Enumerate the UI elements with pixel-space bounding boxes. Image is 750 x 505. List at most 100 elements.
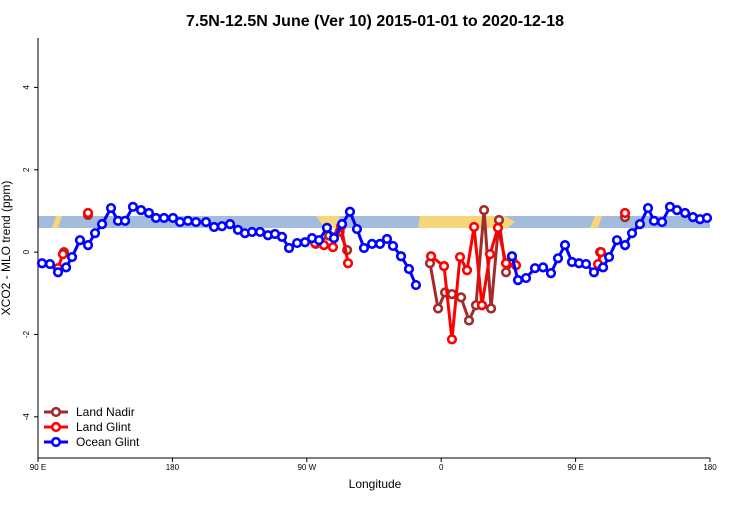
- legend-marker: [50, 421, 62, 433]
- legend-marker: [50, 406, 62, 418]
- data-point: [381, 233, 393, 245]
- data-point: [127, 201, 139, 212]
- data-point: [634, 219, 646, 230]
- data-point: [597, 262, 609, 273]
- legend-label: Ocean Glint: [76, 435, 140, 449]
- land-patch: [52, 216, 62, 228]
- data-point: [537, 262, 549, 273]
- data-point: [321, 222, 333, 233]
- data-point: [276, 231, 288, 242]
- x-tick-label: 180: [166, 463, 180, 472]
- data-point: [52, 267, 64, 278]
- data-point: [648, 215, 660, 226]
- data-point: [432, 303, 444, 314]
- data-point: [82, 240, 94, 251]
- data-point: [545, 268, 557, 279]
- data-point: [105, 202, 117, 214]
- data-point: [167, 212, 179, 224]
- data-point: [468, 221, 480, 233]
- x-tick-label: 90 E: [567, 463, 583, 472]
- data-point: [143, 207, 155, 219]
- data-point: [679, 207, 691, 219]
- data-point: [455, 292, 467, 303]
- data-point: [484, 249, 496, 260]
- legend-label: Land Nadir: [76, 405, 135, 419]
- y-tick-label: 0: [22, 249, 31, 254]
- data-point: [580, 258, 592, 270]
- data-point: [60, 262, 72, 273]
- data-point: [57, 249, 69, 260]
- data-point: [671, 205, 683, 216]
- data-point: [254, 226, 266, 238]
- data-point: [174, 216, 186, 228]
- y-tick-label: 2: [22, 167, 31, 172]
- data-point: [158, 212, 170, 224]
- land-ocean-band: [38, 216, 710, 228]
- data-point: [619, 240, 631, 251]
- data-point: [642, 202, 654, 214]
- x-axis-label: Longitude: [349, 477, 402, 491]
- y-tick-label: -2: [22, 330, 31, 338]
- ocean-band: [38, 216, 710, 228]
- chart-title: 7.5N-12.5N June (Ver 10) 2015-01-01 to 2…: [186, 13, 564, 30]
- data-point: [500, 267, 512, 278]
- data-point: [619, 207, 631, 219]
- data-point: [701, 212, 713, 224]
- data-point: [119, 215, 131, 226]
- data-point: [529, 263, 541, 274]
- data-point: [224, 219, 236, 230]
- data-point: [463, 315, 475, 326]
- y-tick-label: 4: [22, 85, 31, 90]
- data-point: [500, 258, 512, 269]
- data-point: [44, 258, 56, 270]
- y-tick-label: -4: [22, 413, 31, 421]
- data-point: [626, 228, 638, 239]
- data-point: [611, 235, 623, 246]
- data-point: [74, 235, 86, 246]
- data-point: [387, 240, 399, 252]
- data-point: [656, 216, 668, 228]
- data-point: [438, 261, 450, 272]
- data-point: [328, 233, 340, 244]
- data-point: [66, 251, 78, 263]
- data-point: [461, 265, 473, 276]
- x-tick-label: 180: [703, 463, 717, 472]
- data-point: [182, 215, 194, 226]
- data-point: [588, 267, 600, 278]
- data-point: [425, 251, 437, 262]
- data-point: [446, 289, 458, 300]
- data-point: [351, 223, 363, 235]
- data-point: [478, 205, 490, 216]
- data-point: [485, 303, 497, 314]
- data-point: [135, 205, 147, 216]
- data-point: [403, 263, 415, 275]
- data-point: [595, 247, 607, 258]
- data-point: [313, 235, 325, 246]
- data-point: [454, 251, 466, 263]
- data-point: [342, 258, 354, 269]
- data-point: [291, 237, 303, 249]
- land-patch: [590, 216, 602, 228]
- data-point: [512, 275, 524, 286]
- data-point: [506, 251, 518, 262]
- data-point: [82, 207, 94, 219]
- data-point: [36, 258, 48, 269]
- data-point: [208, 221, 220, 233]
- data-point: [200, 216, 212, 228]
- data-point: [89, 228, 101, 239]
- data-point: [358, 242, 370, 254]
- data-point: [476, 300, 488, 311]
- x-tick-label: 90 W: [297, 463, 316, 472]
- data-point: [246, 226, 258, 238]
- data-point: [96, 219, 108, 230]
- data-point: [344, 206, 356, 217]
- y-axis-label: XCO2 - MLO trend (ppm): [0, 181, 13, 316]
- data-point: [603, 251, 615, 263]
- x-tick-label: 90 E: [30, 463, 46, 472]
- legend-label: Land Glint: [76, 420, 131, 434]
- x-tick-label: 0: [439, 463, 444, 472]
- data-point: [492, 222, 504, 233]
- data-point: [299, 237, 311, 248]
- data-point: [190, 216, 202, 228]
